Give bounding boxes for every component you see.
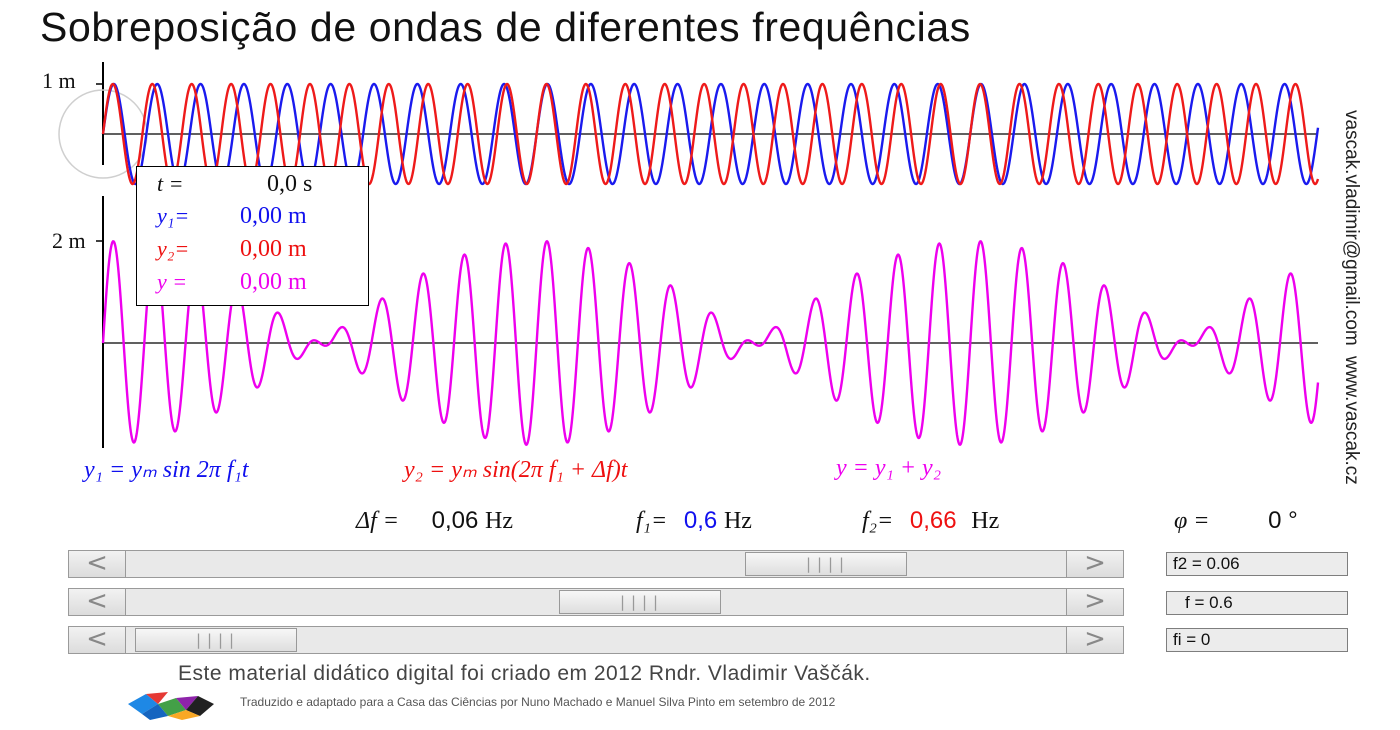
slider-fi-thumb[interactable]: |||| — [135, 628, 297, 652]
formula-y1: y₁ = yₘ sin 2π f₁t — [84, 457, 249, 483]
slider-fi-left-arrow[interactable]: < — [69, 626, 126, 653]
phi-label: φ = — [1174, 508, 1210, 534]
phi-value: 0 ° — [1268, 507, 1298, 534]
df-unit: Hz — [485, 508, 513, 534]
y1-label: y₁= — [157, 203, 190, 228]
f1-unit: Hz — [723, 508, 752, 534]
y2-label: y₂= — [157, 236, 190, 261]
slider-f2-right-arrow[interactable]: > — [1066, 550, 1123, 577]
df-label: Δf = — [356, 508, 399, 534]
formula-y: y = y₁ + y₂ — [836, 455, 942, 481]
slider-f2-thumb[interactable]: |||| — [745, 552, 907, 576]
y-scale-label: 2 m — [52, 228, 86, 253]
y1-scale-label: 1 m — [42, 68, 76, 93]
slider-f2[interactable]: < |||| > — [68, 550, 1124, 578]
f-field[interactable]: f = 0.6 — [1166, 591, 1348, 615]
param-f2: f₂= 0,66 Hz — [862, 507, 999, 535]
param-df: Δf = 0,06 Hz — [356, 507, 513, 535]
wave-plot — [58, 62, 1320, 448]
f2-label: f₂= — [862, 508, 894, 534]
readout-row-y2: y₂= 0,00 m — [137, 236, 368, 268]
page-title: Sobreposição de ondas de diferentes freq… — [40, 4, 971, 50]
param-phi: φ = 0 ° — [1174, 507, 1298, 535]
y-label: y = — [157, 269, 188, 294]
f2-unit: Hz — [971, 508, 1000, 534]
slider-f[interactable]: < |||| > — [68, 588, 1124, 616]
formula-y2: y₂ = yₘ sin(2π f₁ + Δf)t — [404, 457, 628, 483]
y1-value: 0,00 m — [240, 203, 307, 229]
wave-sum-curve — [101, 239, 1320, 447]
param-f1: f₁= 0,6 Hz — [636, 507, 752, 535]
f2-value: 0,66 — [909, 507, 957, 534]
y-value: 0,00 m — [240, 269, 307, 295]
t-value: 0,0 s — [267, 171, 313, 197]
author-email: vascak.vladimir@gmail.com — [1341, 110, 1362, 346]
readout-row-t: t = 0,0 s — [137, 171, 368, 203]
slider-f-left-arrow[interactable]: < — [69, 588, 126, 615]
readout-box: t = 0,0 s y₁= 0,00 m y₂= 0,00 m y = 0,00… — [136, 166, 369, 306]
readout-row-y: y = 0,00 m — [137, 269, 368, 301]
footer-credit: Este material didático digital foi criad… — [178, 662, 871, 685]
t-label: t = — [157, 171, 184, 196]
f2-field[interactable]: f2 = 0.06 — [1166, 552, 1348, 576]
wave-y2-curve — [101, 82, 1320, 186]
slider-f2-left-arrow[interactable]: < — [69, 550, 126, 577]
f1-label: f₁= — [636, 508, 668, 534]
slider-fi-right-arrow[interactable]: > — [1066, 626, 1123, 653]
y2-value: 0,00 m — [240, 236, 307, 262]
author-site: www.vascak.cz — [1341, 356, 1362, 485]
f1-value: 0,6 — [683, 507, 718, 534]
slider-fi[interactable]: < |||| > — [68, 626, 1124, 654]
fi-field[interactable]: fi = 0 — [1166, 628, 1348, 652]
casa-das-ciencias-logo-icon — [128, 692, 214, 720]
readout-row-y1: y₁= 0,00 m — [137, 203, 368, 235]
slider-f-right-arrow[interactable]: > — [1066, 588, 1123, 615]
df-value: 0,06 — [431, 507, 479, 534]
slider-f-thumb[interactable]: |||| — [559, 590, 721, 614]
footer-translation: Traduzido e adaptado para a Casa das Ciê… — [240, 695, 836, 709]
